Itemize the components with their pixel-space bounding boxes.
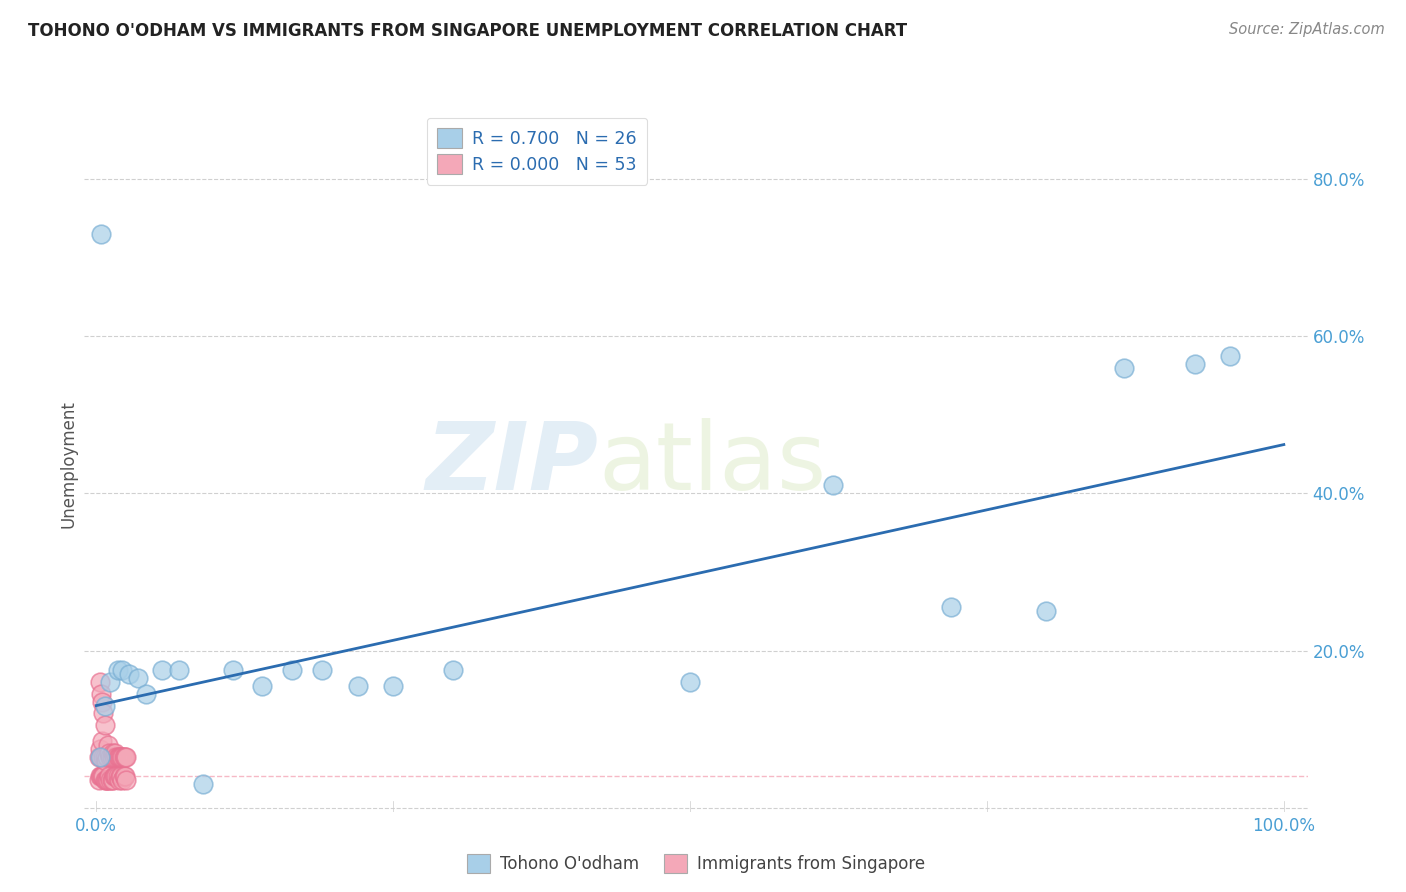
Text: TOHONO O'ODHAM VS IMMIGRANTS FROM SINGAPORE UNEMPLOYMENT CORRELATION CHART: TOHONO O'ODHAM VS IMMIGRANTS FROM SINGAP… bbox=[28, 22, 907, 40]
Point bbox=[98, 746, 121, 760]
Point bbox=[90, 687, 112, 701]
Point bbox=[222, 663, 245, 677]
Point bbox=[104, 746, 127, 760]
Point bbox=[93, 773, 115, 788]
Point bbox=[97, 773, 120, 788]
Point bbox=[107, 749, 129, 764]
Point bbox=[90, 227, 112, 241]
Point bbox=[91, 734, 114, 748]
Text: atlas: atlas bbox=[598, 417, 827, 510]
Point bbox=[89, 675, 111, 690]
Point bbox=[100, 773, 122, 788]
Point bbox=[311, 663, 333, 677]
Point bbox=[941, 600, 963, 615]
Point bbox=[103, 749, 125, 764]
Point bbox=[1035, 604, 1057, 618]
Text: Source: ZipAtlas.com: Source: ZipAtlas.com bbox=[1229, 22, 1385, 37]
Point bbox=[441, 663, 464, 677]
Point bbox=[107, 749, 129, 764]
Point bbox=[114, 769, 136, 783]
Point bbox=[1219, 349, 1241, 363]
Point bbox=[96, 773, 118, 788]
Point bbox=[93, 749, 115, 764]
Point bbox=[821, 478, 844, 492]
Point bbox=[103, 769, 125, 783]
Point bbox=[91, 769, 114, 783]
Point bbox=[100, 675, 122, 690]
Point bbox=[100, 773, 122, 788]
Point bbox=[89, 741, 111, 756]
Point bbox=[101, 746, 124, 760]
Point bbox=[108, 769, 131, 783]
Point bbox=[93, 749, 115, 764]
Point bbox=[93, 698, 115, 713]
Point bbox=[112, 749, 135, 764]
Y-axis label: Unemployment: Unemployment bbox=[59, 400, 77, 528]
Point bbox=[100, 749, 122, 764]
Point bbox=[105, 749, 128, 764]
Point bbox=[127, 671, 149, 685]
Point bbox=[382, 679, 405, 693]
Point bbox=[90, 769, 112, 783]
Point bbox=[87, 749, 110, 764]
Point bbox=[93, 706, 115, 721]
Point bbox=[107, 773, 129, 788]
Point bbox=[346, 679, 368, 693]
Point bbox=[97, 738, 120, 752]
Point bbox=[679, 675, 702, 690]
Point bbox=[281, 663, 304, 677]
Point bbox=[115, 749, 138, 764]
Point bbox=[90, 749, 112, 764]
Point bbox=[191, 777, 214, 791]
Point bbox=[93, 769, 115, 783]
Point bbox=[89, 749, 111, 764]
Point bbox=[118, 667, 141, 681]
Point bbox=[100, 749, 122, 764]
Point bbox=[107, 663, 129, 677]
Point bbox=[150, 663, 173, 677]
Point bbox=[111, 773, 134, 788]
Point bbox=[115, 773, 138, 788]
Point bbox=[94, 773, 117, 788]
Text: ZIP: ZIP bbox=[425, 417, 598, 510]
Point bbox=[89, 769, 111, 783]
Point bbox=[104, 769, 127, 783]
Point bbox=[111, 663, 134, 677]
Point bbox=[87, 773, 110, 788]
Point bbox=[112, 769, 135, 783]
Point bbox=[108, 749, 131, 764]
Point bbox=[93, 718, 115, 732]
Point bbox=[114, 749, 136, 764]
Point bbox=[1184, 357, 1206, 371]
Point bbox=[252, 679, 274, 693]
Point bbox=[135, 687, 157, 701]
Legend: Tohono O'odham, Immigrants from Singapore: Tohono O'odham, Immigrants from Singapor… bbox=[457, 844, 935, 883]
Point bbox=[105, 769, 128, 783]
Point bbox=[110, 769, 132, 783]
Point bbox=[110, 749, 132, 764]
Point bbox=[169, 663, 191, 677]
Point bbox=[94, 754, 117, 768]
Point bbox=[98, 769, 121, 783]
Point bbox=[1112, 360, 1135, 375]
Point bbox=[107, 769, 129, 783]
Point bbox=[91, 695, 114, 709]
Point bbox=[111, 749, 134, 764]
Point bbox=[101, 773, 124, 788]
Point bbox=[96, 749, 118, 764]
